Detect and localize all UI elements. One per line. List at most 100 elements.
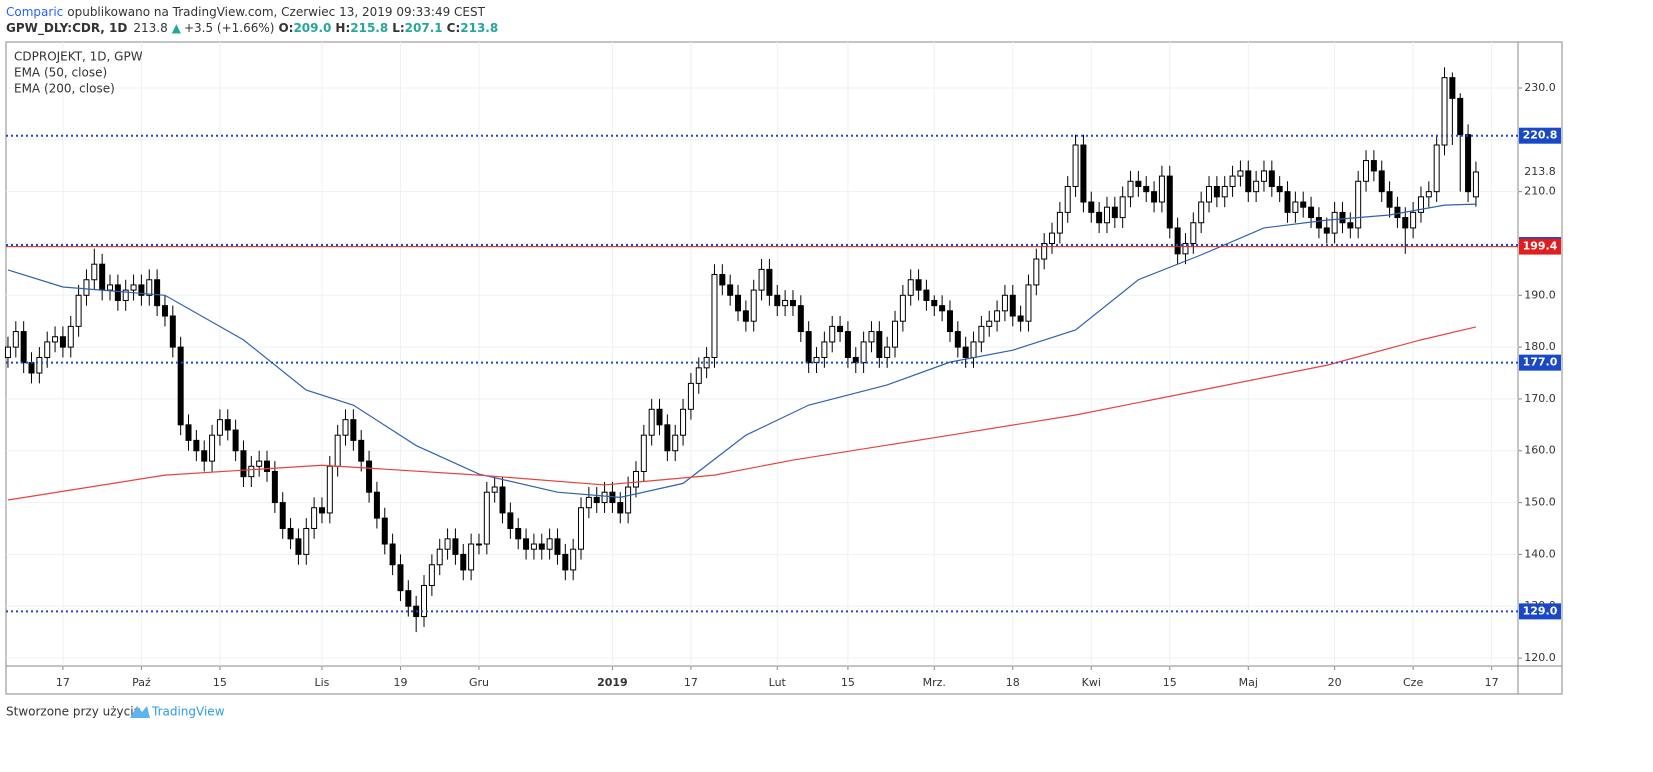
candle-body <box>1041 242 1048 260</box>
candle-body <box>1284 191 1291 213</box>
candle-body <box>83 279 90 296</box>
candle-body <box>554 538 561 555</box>
candle-body <box>1339 211 1346 224</box>
candle-body <box>672 434 679 452</box>
candle-body <box>1166 175 1173 229</box>
x-tick-label: 17 <box>684 676 698 689</box>
candle-body <box>970 341 977 358</box>
candle-body <box>727 284 734 296</box>
price-tag <box>1519 127 1561 144</box>
legend-ema200: EMA (200, close) <box>14 82 115 96</box>
y-tick-label: 180.0 <box>1524 340 1556 353</box>
candle-body <box>114 284 121 301</box>
candle-body <box>1080 144 1087 203</box>
last-price-tag <box>1519 163 1561 180</box>
candle-body <box>405 590 412 607</box>
candle-body <box>366 460 373 493</box>
price-tag-label: 199.4 <box>1523 240 1558 253</box>
candle-body <box>1457 97 1464 136</box>
candle-body <box>805 331 812 364</box>
candle-body <box>1355 180 1362 229</box>
x-tick-label: Lis <box>315 676 330 689</box>
candle-body <box>303 527 310 555</box>
candle-body <box>1417 196 1424 213</box>
candle-body <box>1221 185 1228 198</box>
y-tick-label: 150.0 <box>1524 496 1556 509</box>
candle-body <box>475 543 482 546</box>
candle-body <box>899 294 906 322</box>
candle-body <box>161 305 168 317</box>
candle-body <box>232 429 239 452</box>
candle-body <box>444 538 451 550</box>
candle-body <box>687 382 694 410</box>
ohlc-value: 209.0 <box>293 21 331 35</box>
candle-body <box>52 336 59 343</box>
candle-body <box>876 331 883 358</box>
footer-brand[interactable]: TradingView <box>151 705 225 719</box>
candle-body <box>546 538 553 550</box>
candle-body <box>1315 217 1322 229</box>
candle-body <box>483 491 490 545</box>
candle-body <box>750 289 757 322</box>
candle-body <box>146 279 153 296</box>
candle-body <box>892 320 899 348</box>
candle-body <box>311 507 318 529</box>
candle-body <box>1198 201 1205 224</box>
x-tick-label: 17 <box>1485 676 1499 689</box>
candle-body <box>154 279 161 307</box>
y-tick-label: 230.0 <box>1524 81 1556 94</box>
y-tick-label: 210.0 <box>1524 185 1556 198</box>
candle-body <box>334 434 341 467</box>
candle-body <box>962 346 969 358</box>
candle-body <box>1206 185 1213 203</box>
candle-body <box>562 553 569 571</box>
candle-body <box>593 496 600 504</box>
candle-body <box>1049 232 1056 244</box>
candle-body <box>1135 180 1142 187</box>
candle-body <box>1190 222 1197 244</box>
candle-body <box>1025 284 1032 322</box>
candle-body <box>209 434 216 462</box>
candle-body <box>821 341 828 358</box>
candle-body <box>1017 315 1024 322</box>
candle-body <box>923 289 930 301</box>
candle-body <box>91 263 98 281</box>
candle-body <box>782 299 789 307</box>
candle-body <box>138 284 145 296</box>
candle-body <box>287 527 294 540</box>
header-line: Comparic opublikowano na TradingView.com,… <box>6 5 486 19</box>
x-tick-label: 15 <box>1163 676 1177 689</box>
x-tick-label: 19 <box>393 676 407 689</box>
last: 213.8 <box>133 21 167 35</box>
candle-body <box>1276 185 1283 193</box>
candle-body <box>680 408 687 436</box>
ema-line <box>7 326 1477 501</box>
candle-body <box>617 502 624 514</box>
candle-body <box>931 299 938 307</box>
candle-body <box>735 294 742 312</box>
candle-body <box>994 310 1001 322</box>
symbol: GPW_DLY:CDR, 1D <box>6 21 127 36</box>
ohlc-key: L: <box>392 21 404 35</box>
candle-body <box>1001 294 1008 312</box>
ohlc-value: 213.8 <box>460 21 498 35</box>
candle-body <box>468 543 475 571</box>
y-tick-label: 140.0 <box>1524 547 1556 560</box>
candle-body <box>837 325 844 333</box>
candle-body <box>852 356 859 364</box>
y-tick-label: 160.0 <box>1524 444 1556 457</box>
ohlc-key: C: <box>447 21 461 35</box>
candle-body <box>1410 211 1417 229</box>
price-tag-label: 220.8 <box>1523 129 1558 142</box>
symbol-line: GPW_DLY:CDR, 1D 213.8 ▲ +3.5 (+1.66%) O:209.… <box>6 21 498 36</box>
candle-body <box>1433 144 1440 193</box>
candle-body <box>1088 201 1095 213</box>
candle-body <box>507 512 514 529</box>
published: opublikowano na TradingView.com, Czerwie… <box>67 5 485 19</box>
candle-body <box>774 294 781 307</box>
candle-body <box>515 527 522 540</box>
candle-body <box>318 507 325 514</box>
candle-body <box>1111 206 1118 219</box>
x-tick-label: Cze <box>1403 676 1423 689</box>
price-tag <box>1519 603 1561 620</box>
